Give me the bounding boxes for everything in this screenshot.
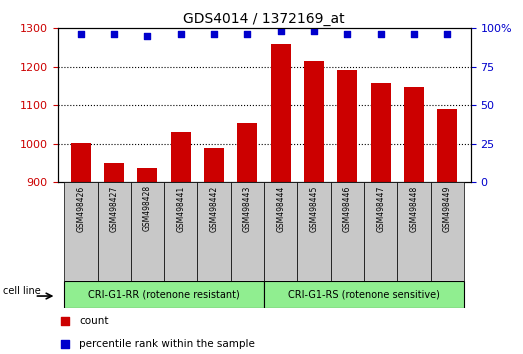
Text: cell line: cell line xyxy=(3,286,41,296)
Text: GSM498426: GSM498426 xyxy=(76,185,85,232)
Point xyxy=(61,318,69,324)
Text: CRI-G1-RS (rotenone sensitive): CRI-G1-RS (rotenone sensitive) xyxy=(288,290,440,300)
Text: GSM498428: GSM498428 xyxy=(143,185,152,232)
Point xyxy=(177,32,185,37)
Bar xyxy=(198,182,231,281)
Point xyxy=(110,32,118,37)
Bar xyxy=(337,69,357,354)
Text: GSM498445: GSM498445 xyxy=(310,185,319,232)
Text: CRI-G1-RR (rotenone resistant): CRI-G1-RR (rotenone resistant) xyxy=(88,290,240,300)
Bar xyxy=(431,182,464,281)
Bar xyxy=(264,281,464,308)
Bar xyxy=(271,44,291,354)
Bar xyxy=(164,182,198,281)
Bar xyxy=(371,83,391,354)
Bar xyxy=(404,87,424,354)
Text: percentile rank within the sample: percentile rank within the sample xyxy=(79,339,255,349)
Bar xyxy=(231,182,264,281)
Bar xyxy=(397,182,431,281)
Text: GSM498443: GSM498443 xyxy=(243,185,252,232)
Bar xyxy=(104,163,124,354)
Point xyxy=(61,341,69,347)
Bar xyxy=(264,182,298,281)
Point xyxy=(443,32,451,37)
Point xyxy=(210,32,218,37)
Point xyxy=(243,32,252,37)
Bar xyxy=(64,281,264,308)
Bar xyxy=(437,109,458,354)
Text: count: count xyxy=(79,316,109,326)
Bar xyxy=(131,182,164,281)
Point xyxy=(343,32,351,37)
Bar xyxy=(71,143,91,354)
Text: GSM498446: GSM498446 xyxy=(343,185,352,232)
Text: GSM498427: GSM498427 xyxy=(110,185,119,232)
Point xyxy=(77,32,85,37)
Text: GSM498449: GSM498449 xyxy=(443,185,452,232)
Bar xyxy=(364,182,397,281)
Bar xyxy=(97,182,131,281)
Bar xyxy=(304,61,324,354)
Point xyxy=(377,32,385,37)
Text: GSM498447: GSM498447 xyxy=(376,185,385,232)
Text: GSM498444: GSM498444 xyxy=(276,185,285,232)
Bar xyxy=(237,122,257,354)
Title: GDS4014 / 1372169_at: GDS4014 / 1372169_at xyxy=(183,12,345,26)
Point xyxy=(277,29,285,34)
Bar xyxy=(204,148,224,354)
Text: GSM498441: GSM498441 xyxy=(176,185,185,232)
Bar xyxy=(138,168,157,354)
Bar xyxy=(64,182,97,281)
Point xyxy=(310,29,319,34)
Point xyxy=(410,32,418,37)
Text: GSM498448: GSM498448 xyxy=(410,185,418,232)
Bar xyxy=(298,182,331,281)
Point xyxy=(143,33,152,39)
Text: GSM498442: GSM498442 xyxy=(210,185,219,232)
Bar xyxy=(331,182,364,281)
Bar xyxy=(171,132,191,354)
